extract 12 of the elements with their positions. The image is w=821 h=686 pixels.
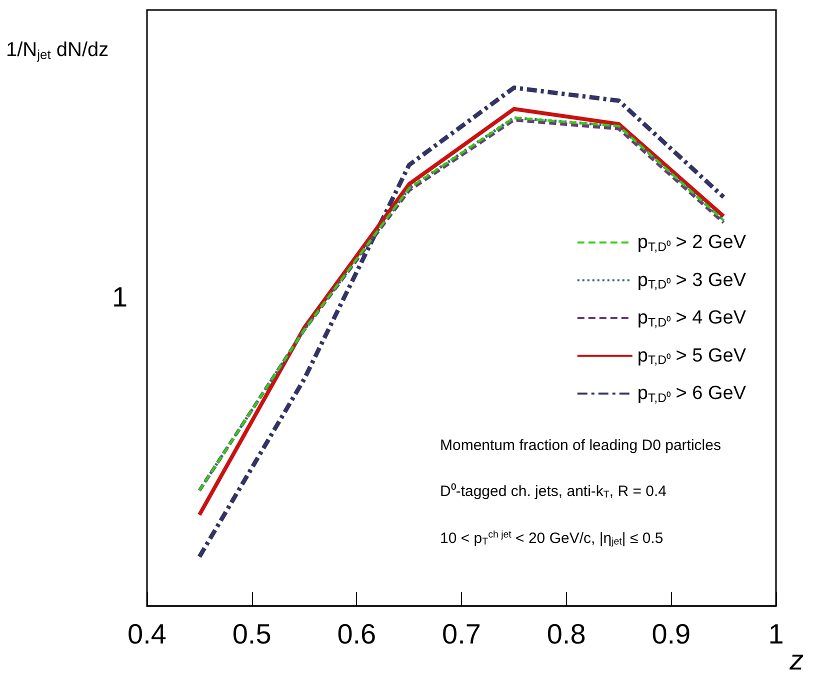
x-tick-label: 0.5 — [232, 618, 272, 650]
x-tick-label: 0.8 — [546, 618, 586, 650]
annotation: D⁰-tagged ch. jets, anti-kT, R = 0.4 — [440, 483, 666, 500]
x-tick-label: 0.6 — [337, 618, 376, 650]
annotation: 10 < pTch jet < 20 GeV/c, |ηjet| ≤ 0.5 — [440, 530, 664, 548]
annotation: Momentum fraction of leading D0 particles — [440, 437, 721, 454]
x-tick-label: 0.9 — [652, 618, 691, 650]
x-tick-label: 1 — [768, 618, 784, 650]
text: 1 — [112, 282, 128, 312]
x-tick-label: 0.4 — [128, 618, 166, 650]
x-tick-label: 0.7 — [442, 618, 481, 650]
x-axis-title: z — [788, 644, 804, 676]
